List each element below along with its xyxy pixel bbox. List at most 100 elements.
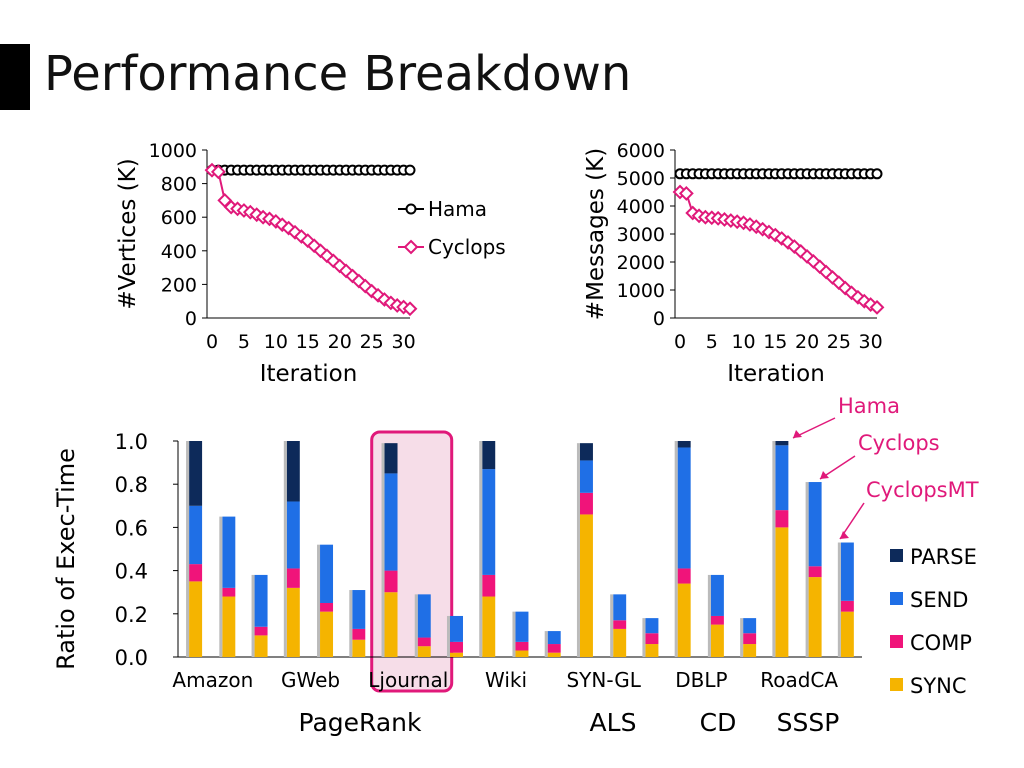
bar-wiki-cyclopsmt-send	[547, 631, 561, 645]
chart2-point-hama	[750, 168, 762, 180]
bar-amazon-hama-sync	[189, 581, 203, 657]
chart1-xtick-label: 30	[392, 331, 416, 353]
chart1-point-hama	[283, 164, 295, 176]
chart1-point-hama	[359, 164, 371, 176]
page-title: Performance Breakdown	[44, 46, 632, 102]
chart1-point-cyclops	[357, 278, 373, 294]
bar-gweb-cyclops-comp	[320, 603, 334, 612]
chart1-point-cyclops	[223, 199, 239, 215]
chart1-point-hama	[347, 164, 359, 176]
chart1-point-cyclops	[281, 220, 297, 236]
chart1-xtick-label: 20	[328, 331, 352, 353]
chart1-ytick-label: 0	[185, 308, 197, 330]
chart1-point-hama	[270, 164, 282, 176]
chart1-xlabel: Iteration	[260, 361, 358, 387]
chart2-point-hama	[782, 168, 794, 180]
bar-legend-swatch-comp	[890, 635, 903, 648]
bar-wiki-cyclops-send	[515, 611, 529, 642]
bar-shadow	[707, 574, 711, 657]
bar-gweb-hama-comp	[286, 568, 300, 588]
bar-legend-label-parse: PARSE	[910, 545, 977, 569]
bar-dblp-hama-sync	[677, 583, 691, 657]
bar-dblp-cyclopsmt-send	[743, 618, 757, 634]
bar-syn-gl-hama-send	[579, 460, 593, 493]
chart1-point-cyclops	[325, 253, 341, 269]
chart1-point-cyclops	[242, 204, 258, 220]
bar-ljournal-hama-comp	[384, 570, 398, 593]
bar-category-label-wiki: Wiki	[485, 668, 527, 692]
bar-dblp-hama-parse	[677, 441, 691, 448]
chart1-point-hama	[366, 164, 378, 176]
chart1-point-hama	[353, 164, 365, 176]
chart1-point-hama	[340, 164, 352, 176]
bar-amazon-cyclopsmt-comp	[254, 626, 268, 636]
bar-roadca-cyclopsmt-send	[840, 542, 854, 601]
bar-shadow	[414, 594, 418, 657]
chart1-point-cyclops	[236, 203, 252, 218]
chart2-xlabel: Iteration	[727, 361, 825, 387]
bar-wiki-cyclopsmt-comp	[547, 644, 561, 653]
annotation-cyclopsmt: CyclopsMT	[866, 478, 979, 502]
bar-ljournal-hama-send	[384, 473, 398, 571]
bar-dblp-cyclops-comp	[710, 615, 724, 625]
chart1-point-cyclops	[268, 213, 284, 229]
bar-roadca-cyclops-send	[808, 482, 822, 567]
chart1-xtick-label: 10	[264, 331, 288, 353]
bar-syn-gl-cyclopsmt-send	[645, 618, 659, 634]
chart2-point-cyclops	[704, 210, 720, 226]
bar-syn-gl-hama-parse	[579, 443, 593, 461]
chart2-point-cyclops	[780, 234, 796, 250]
bar-shadow	[219, 516, 223, 657]
bar-legend-label-sync: SYNC	[910, 674, 967, 698]
chart2-point-hama	[820, 168, 832, 180]
chart2-point-hama	[693, 168, 705, 180]
chart2-point-hama	[788, 168, 800, 180]
bar-ljournal-cyclops-sync	[417, 646, 431, 657]
bar-ljournal-cyclopsmt-sync	[449, 652, 463, 657]
bar-syn-gl-cyclops-send	[613, 594, 627, 621]
chart2-point-cyclops	[717, 212, 732, 227]
bar-shadow	[576, 443, 580, 657]
chart2-ytick-label: 1000	[617, 280, 665, 302]
bar-syn-gl-hama-comp	[579, 492, 593, 515]
chart2-point-cyclops	[729, 214, 745, 230]
bar-amazon-cyclops-comp	[222, 587, 236, 597]
chart2-point-cyclops	[786, 239, 802, 255]
chart2-point-hama	[687, 168, 699, 180]
chart2-point-cyclops	[869, 299, 885, 315]
chart2-point-hama	[763, 168, 775, 180]
bar-ljournal-hama-sync	[384, 592, 398, 657]
chart1-point-cyclops	[262, 211, 277, 227]
chart2-point-cyclops	[678, 185, 694, 201]
chart1-point-hama	[206, 164, 218, 176]
chart1-point-hama	[391, 164, 403, 176]
bar-gweb-cyclopsmt-send	[352, 590, 366, 629]
chart2-point-hama	[738, 168, 750, 180]
chart1-series-cyclops-line	[211, 169, 411, 310]
bar-roadca-cyclops-sync	[808, 577, 822, 657]
chart2-xtick-label: 0	[674, 331, 686, 353]
chart2-ytick-label: 4000	[617, 196, 665, 218]
bar-dblp-hama-send	[677, 447, 691, 569]
bar-shadow	[772, 441, 776, 657]
annotation-hama: Hama	[838, 394, 900, 418]
bar-gweb-cyclops-send	[320, 544, 334, 603]
bar-amazon-cyclopsmt-sync	[254, 635, 268, 657]
chart1-ytick-label: 800	[161, 174, 197, 196]
bar-shadow	[674, 441, 678, 657]
bar-ytick-label: 0.8	[115, 473, 148, 497]
bar-syn-gl-hama-sync	[579, 514, 593, 657]
bar-shadow	[317, 544, 321, 657]
bar-ytick-label: 1.0	[115, 430, 148, 454]
bar-syn-gl-cyclops-comp	[613, 620, 627, 629]
chart1-point-cyclops	[306, 238, 322, 254]
bar-category-label-amazon: Amazon	[172, 668, 253, 692]
chart2-xtick-label: 20	[795, 331, 819, 353]
chart2-point-hama	[846, 168, 858, 180]
bar-gweb-cyclops-sync	[320, 611, 334, 657]
chart1-point-cyclops	[332, 258, 348, 274]
bar-shadow	[544, 631, 548, 657]
chart2-point-hama	[718, 168, 730, 180]
chart1-point-cyclops	[319, 248, 335, 264]
